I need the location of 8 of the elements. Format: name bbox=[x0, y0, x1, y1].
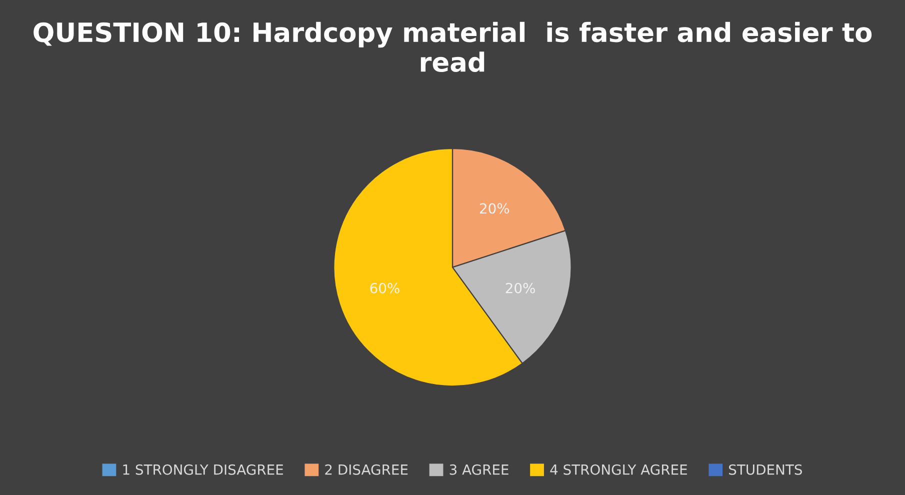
legend-label: STUDENTS bbox=[729, 464, 802, 475]
legend-label: 2 DISAGREE bbox=[325, 464, 408, 475]
data-label: 20% bbox=[480, 203, 510, 214]
data-label: 60% bbox=[370, 282, 400, 294]
chart-title: QUESTION 10: Hardcopy material is faster and easier to read bbox=[34, 22, 872, 72]
legend-label: 3 AGREE bbox=[450, 464, 508, 475]
legend-label: 1 STRONGLY DISAGREE bbox=[123, 464, 283, 475]
legend-label: 4 STRONGLY AGREE bbox=[550, 464, 687, 475]
